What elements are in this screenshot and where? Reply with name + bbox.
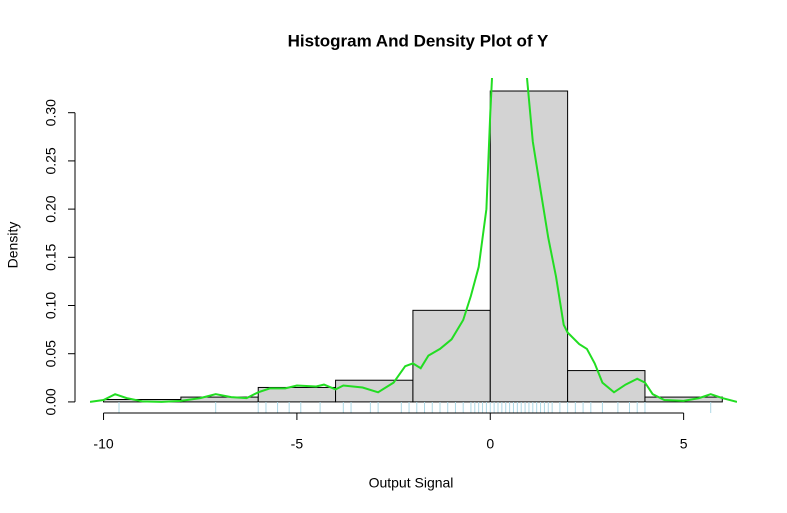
y-axis-label: Density (5, 222, 21, 269)
y-tick-label: 0.20 (43, 195, 59, 222)
y-tick-label: 0.25 (43, 147, 59, 174)
bar (257, 386, 337, 403)
x-axis-label: Output Signal (369, 475, 454, 491)
y-tick-label: 0.10 (43, 292, 59, 319)
chart-title: Histogram And Density Plot of Y (288, 31, 549, 50)
x-tick-label: -5 (291, 436, 304, 452)
y-tick-label: 0.15 (43, 243, 59, 270)
density-line (90, 78, 737, 403)
y-tick-label: 0.00 (43, 388, 59, 415)
bar (644, 396, 723, 403)
x-tick-label: -10 (93, 436, 113, 452)
y-tick-label: 0.30 (43, 99, 59, 126)
bar (489, 90, 569, 403)
y-tick-label: 0.05 (43, 340, 59, 367)
bar (412, 309, 491, 403)
x-tick-label: 0 (486, 436, 494, 452)
x-tick-label: 5 (680, 436, 688, 452)
plot-area (90, 78, 737, 413)
